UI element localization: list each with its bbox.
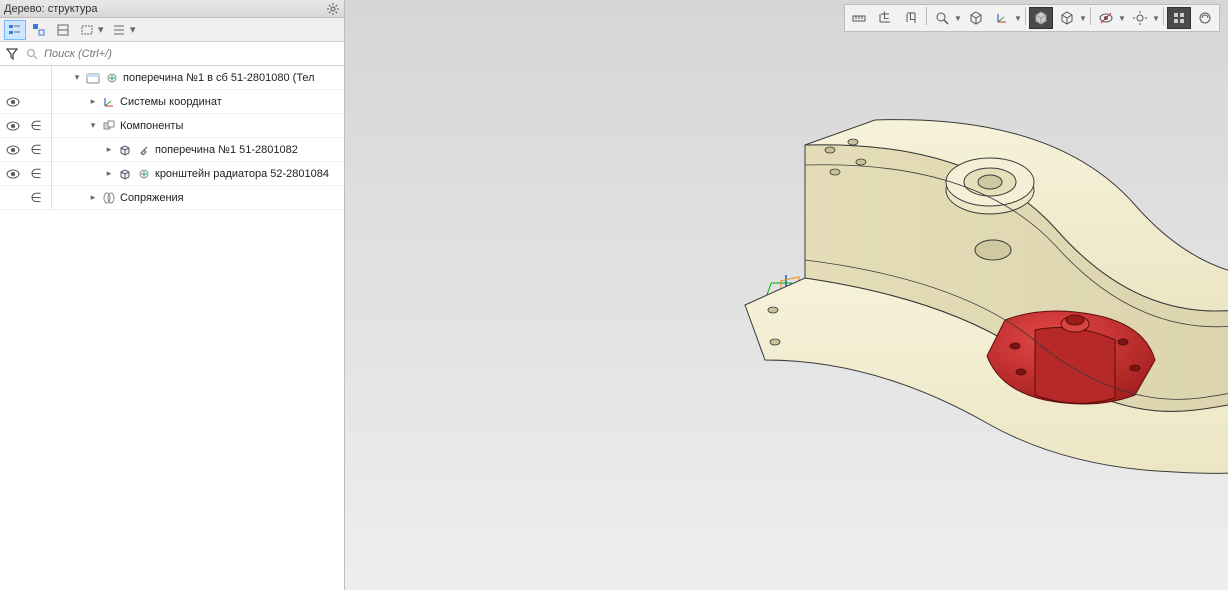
axis-icon[interactable] — [990, 7, 1014, 29]
tree-item-label: поперечина №1 в сб 51-2801080 (Тел — [123, 72, 315, 84]
root-assembly[interactable]: ▾ поперечина №1 в сб 51-2801080 (Тел — [0, 66, 344, 90]
search-row — [0, 42, 344, 66]
tree-item-label: Компоненты — [120, 120, 183, 132]
model-tree: ▾ поперечина №1 в сб 51-2801080 (Тел ▸ Сист… — [0, 66, 344, 590]
chevron-down-icon[interactable]: ▼ — [1118, 14, 1126, 23]
mates[interactable]: ∈ ▸ Сопряжения — [0, 186, 344, 210]
cube-wire-icon[interactable] — [1055, 7, 1079, 29]
panel-toolbar: ▾▾ — [0, 18, 344, 42]
visibility-icon[interactable] — [6, 145, 22, 155]
cube-solid-icon[interactable] — [1029, 7, 1053, 29]
render-icon[interactable] — [1193, 7, 1217, 29]
expander-icon[interactable]: ▸ — [88, 192, 98, 203]
chevron-down-icon[interactable]: ▾ — [98, 23, 106, 36]
part-bracket[interactable]: ∈ ▸ кронштейн радиатора 52-2801084 — [0, 162, 344, 186]
gear-icon[interactable] — [326, 2, 340, 16]
chevron-down-icon[interactable]: ▼ — [1079, 14, 1087, 23]
pin-icon — [136, 142, 152, 158]
3d-model — [735, 110, 1228, 510]
part-icon — [117, 142, 133, 158]
visibility-icon[interactable] — [6, 169, 22, 179]
svg-text:L: L — [883, 10, 889, 22]
part-icon — [117, 166, 133, 182]
expander-icon[interactable]: ▾ — [72, 72, 82, 83]
visibility-icon[interactable] — [6, 121, 22, 131]
axes-icon — [101, 94, 117, 110]
viewport-toolbar: L L ▼ ▼ ▼ ▼ ▼ — [844, 4, 1220, 32]
svg-text:L: L — [909, 11, 915, 23]
measure-icon[interactable] — [847, 7, 871, 29]
components[interactable]: ∈ ▾ Компоненты — [0, 114, 344, 138]
coordinate-systems[interactable]: ▸ Системы координат — [0, 90, 344, 114]
orient-icon[interactable] — [964, 7, 988, 29]
tree-mode-1[interactable] — [4, 20, 26, 40]
mate-icon — [101, 190, 117, 206]
tree-panel: Дерево: структура ▾▾ ▾поперечина №1 в сб… — [0, 0, 345, 590]
tree-item-label: поперечина №1 51-2801082 — [155, 144, 298, 156]
tree-item-label: кронштейн радиатора 52-2801084 — [155, 168, 329, 180]
chevron-down-icon[interactable]: ▼ — [1152, 14, 1160, 23]
visibility-icon[interactable] — [6, 97, 22, 107]
zoom-fit-icon[interactable] — [930, 7, 954, 29]
expander-icon[interactable]: ▸ — [104, 144, 114, 155]
panel-header: Дерево: структура — [0, 0, 344, 18]
comp-icon — [101, 118, 117, 134]
dim-h-icon[interactable]: L — [873, 7, 897, 29]
filter-icon[interactable] — [4, 46, 20, 62]
expander-icon[interactable]: ▸ — [88, 96, 98, 107]
search-icon — [24, 46, 40, 62]
chevron-down-icon[interactable]: ▼ — [1014, 14, 1022, 23]
dim-v-icon[interactable]: L — [899, 7, 923, 29]
include-icon[interactable]: ∈ — [28, 142, 44, 158]
chevron-down-icon[interactable]: ▾ — [130, 23, 138, 36]
tree-mode-5-dd[interactable] — [108, 20, 130, 40]
asm-icon — [85, 70, 101, 86]
include-icon[interactable]: ∈ — [28, 118, 44, 134]
part-crossmember[interactable]: ∈ ▸ поперечина №1 51-2801082 — [0, 138, 344, 162]
perf-icon[interactable] — [1167, 7, 1191, 29]
plus-icon — [136, 166, 152, 182]
vis-sun-icon[interactable] — [1128, 7, 1152, 29]
tree-mode-4-dd[interactable] — [76, 20, 98, 40]
tree-mode-3[interactable] — [52, 20, 74, 40]
chevron-down-icon[interactable]: ▼ — [954, 14, 962, 23]
include-icon[interactable]: ∈ — [28, 190, 44, 206]
plus-icon — [104, 70, 120, 86]
expander-icon[interactable]: ▸ — [104, 168, 114, 179]
tree-item-label: Системы координат — [120, 96, 222, 108]
search-input[interactable] — [44, 45, 340, 63]
expander-icon[interactable]: ▾ — [88, 120, 98, 131]
include-icon[interactable]: ∈ — [28, 166, 44, 182]
tree-item-label: Сопряжения — [120, 192, 184, 204]
panel-title: Дерево: структура — [4, 3, 326, 15]
vis-eye-icon[interactable] — [1094, 7, 1118, 29]
tree-mode-2[interactable] — [28, 20, 50, 40]
3d-viewport[interactable]: L L ▼ ▼ ▼ ▼ ▼ — [345, 0, 1228, 590]
